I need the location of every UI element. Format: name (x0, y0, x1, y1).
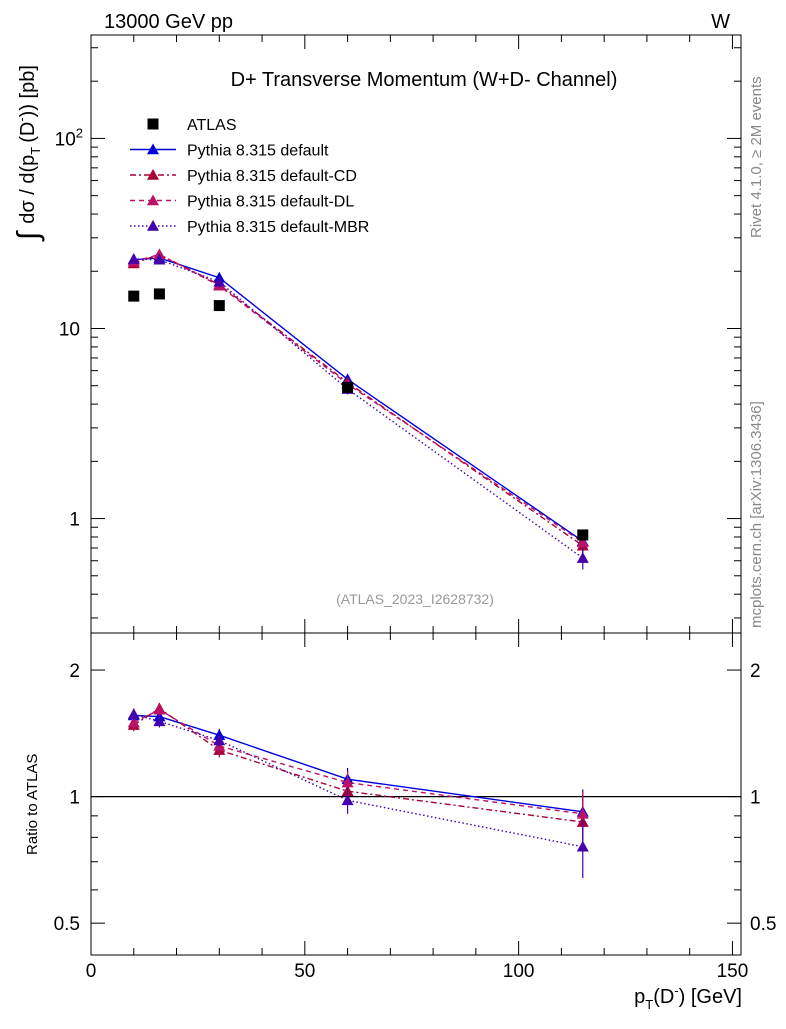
legend-label-default_cd: Pythia 8.315 default-CD (187, 168, 357, 185)
legend-entry-atlas: ATLAS (147, 117, 237, 134)
legend-marker-default (147, 143, 159, 155)
header-right: W (711, 11, 730, 33)
legend-label-atlas: ATLAS (187, 117, 237, 134)
legend-entry-default_mbr: Pythia 8.315 default-MBR (130, 219, 369, 236)
series-atlas (128, 288, 589, 541)
data-point-atlas (342, 381, 354, 393)
data-point-default_dl (576, 536, 589, 548)
ratio-y-tick-label-right: 0.5 (750, 914, 776, 935)
series-default_dl (127, 703, 589, 840)
main-y-tick-label: 102 (55, 125, 83, 150)
series-default_dl (127, 248, 589, 552)
series-default_mbr (127, 708, 589, 879)
data-point-default_mbr (576, 552, 589, 563)
series-line-default_cd (133, 253, 584, 547)
x-tick-label: 50 (294, 961, 315, 982)
mcplots-label: mcplots.cern.ch [arXiv:1306.3436] (748, 401, 765, 628)
ratio-y-axis-label: Ratio to ATLAS (24, 754, 41, 855)
data-point-atlas (128, 290, 140, 302)
legend-marker-default_cd (147, 169, 159, 180)
rivet-version-label: Rivet 4.1.0, ≥ 2M events (748, 76, 765, 238)
data-point-atlas (577, 529, 589, 541)
data-point-default_mbr (213, 275, 226, 287)
data-point-default_dl (153, 703, 166, 715)
main-y-tick-label: 1 (69, 510, 80, 531)
legend-marker-default_dl (147, 194, 159, 206)
data-point-default_mbr (127, 253, 140, 264)
series-line-default_dl (133, 708, 583, 815)
series-default_cd (127, 248, 589, 555)
data-point-default_dl (576, 807, 589, 819)
data-point-atlas (213, 300, 225, 312)
x-tick-label: 100 (503, 961, 535, 982)
series-line-default_dl (133, 253, 584, 543)
header-left: 13000 GeV pp (104, 11, 233, 33)
legend-label-default: Pythia 8.315 default (187, 143, 329, 160)
series-default (127, 709, 589, 838)
data-point-default_mbr (153, 715, 166, 727)
series-default_mbr (127, 253, 589, 570)
series-default (127, 251, 589, 551)
legend-entry-default_cd: Pythia 8.315 default-CD (130, 168, 357, 185)
legend-entry-default_dl: Pythia 8.315 default-DL (130, 194, 354, 211)
data-point-default_dl (127, 716, 140, 728)
data-point-atlas (153, 288, 165, 300)
ratio-y-tick-label-right: 1 (750, 788, 761, 809)
data-point-default_mbr (153, 253, 166, 265)
data-point-default_dl (341, 776, 354, 788)
svg-text:pT(D-) [GeV]: pT(D-) [GeV] (634, 983, 742, 1012)
data-point-default_mbr (213, 734, 226, 746)
svg-text:∫dσ / d(pT(D-)) [pb]: ∫dσ / d(pT(D-)) [pb] (12, 65, 45, 242)
legend-entry-default: Pythia 8.315 default (130, 143, 329, 160)
ratio-y-tick-label: 2 (69, 661, 80, 682)
ratio-plot-frame (90, 632, 742, 956)
series-line-default (133, 257, 584, 542)
series-line-default (133, 714, 583, 813)
main-y-axis-label: ∫dσ / d(pT(D-)) [pb] (12, 65, 45, 242)
series-default_cd (127, 702, 589, 850)
ratio-y-tick-label-right: 2 (750, 661, 761, 682)
legend-label-default_dl: Pythia 8.315 default-DL (187, 194, 354, 211)
analysis-id-label: (ATLAS_2023_I2628732) (336, 591, 494, 607)
series-line-default_cd (133, 707, 583, 823)
data-point-default_mbr (341, 794, 354, 806)
ratio-y-tick-label: 0.5 (54, 914, 80, 935)
series-line-default_mbr (133, 258, 584, 559)
data-point-default_mbr (576, 840, 589, 852)
legend-label-default_mbr: Pythia 8.315 default-MBR (187, 219, 369, 236)
ratio-y-tick-label: 1 (69, 788, 80, 809)
x-tick-label: 0 (86, 961, 97, 982)
x-tick-label: 150 (717, 961, 749, 982)
data-point-default_mbr (127, 708, 140, 720)
main-y-tick-label: 10 (59, 319, 80, 340)
legend-marker-atlas (147, 118, 159, 130)
legend-marker-default_mbr (147, 220, 159, 231)
x-axis-label: pT(D-) [GeV] (634, 983, 742, 1012)
main-plot-title: D+ Transverse Momentum (W+D- Channel) (231, 69, 618, 91)
